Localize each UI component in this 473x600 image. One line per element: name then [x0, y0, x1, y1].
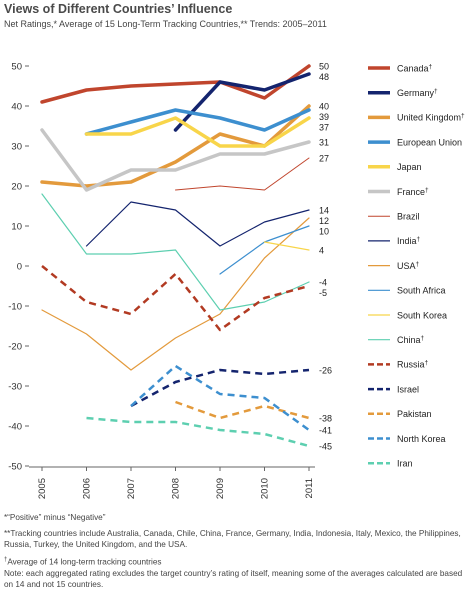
legend-label: Japan — [397, 162, 422, 172]
end-value-label: -41 — [319, 426, 332, 436]
legend-label: United Kingdom† — [397, 113, 465, 123]
end-value-label: -45 — [319, 442, 332, 452]
end-value-label: 27 — [319, 154, 329, 164]
end-value-label: 31 — [319, 138, 329, 148]
legend-dagger-mark: † — [416, 261, 420, 268]
legend-label: India† — [397, 236, 421, 246]
y-tick-label: -10 — [8, 302, 22, 313]
y-tick-label: 10 — [11, 222, 22, 233]
chart-title: Views of Different Countries’ Influence — [4, 2, 233, 16]
legend-dagger-mark: † — [425, 187, 429, 194]
legend-dagger-mark: † — [417, 236, 421, 243]
legend-label: France† — [397, 187, 429, 197]
series-line-south-korea — [263, 241, 310, 251]
end-value-label: 14 — [319, 206, 329, 216]
series-line-usa — [41, 217, 310, 371]
series-line-china — [41, 193, 310, 311]
end-value-label: 37 — [319, 123, 329, 133]
y-tick-label: -30 — [8, 382, 22, 393]
y-tick-label: -40 — [8, 422, 22, 433]
footnote-aggregation: Note: each aggregated rating excludes th… — [4, 568, 463, 589]
end-value-label: 4 — [319, 246, 324, 256]
legend-label: Canada† — [397, 63, 433, 73]
legend-label: Pakistan — [397, 409, 432, 419]
y-tick-label: 40 — [11, 102, 22, 113]
series-line-pakistan — [175, 400, 310, 420]
footnote-tracking-countries: **Tracking countries include Australia, … — [4, 529, 461, 549]
y-tick-label: 30 — [11, 142, 22, 153]
legend-label: South Africa — [397, 286, 446, 296]
footnote-dagger-text: Average of 14 long-term tracking countri… — [7, 557, 162, 567]
legend-dagger-mark: † — [434, 88, 438, 95]
chart-series-lines — [40, 64, 311, 448]
legend-dagger-mark: † — [425, 360, 429, 367]
x-tick-label: 2008 — [171, 478, 182, 499]
series-line-india — [85, 201, 310, 247]
x-tick-label: 2007 — [126, 478, 137, 499]
series-line-japan — [84, 116, 311, 148]
series-line-france — [40, 128, 311, 192]
end-value-label: 50 — [319, 62, 329, 72]
legend-label: Germany† — [397, 88, 438, 98]
series-line-north-korea — [130, 364, 310, 432]
y-tick-label: 20 — [11, 182, 22, 193]
x-tick-label: 2010 — [260, 478, 271, 499]
end-value-label: 40 — [319, 102, 329, 112]
legend-label: Russia† — [397, 360, 429, 370]
end-value-label: 48 — [319, 72, 329, 82]
series-line-germany — [173, 72, 311, 132]
legend-label: South Korea — [397, 310, 447, 320]
end-value-label: -38 — [319, 414, 332, 424]
y-tick-label: 50 — [11, 62, 22, 73]
end-value-label: -4 — [319, 278, 327, 288]
y-tick-label: 0 — [17, 262, 22, 273]
chart-subtitle: Net Ratings,* Average of 15 Long-Term Tr… — [4, 19, 327, 29]
legend-label: China† — [397, 335, 425, 345]
y-tick-label: -50 — [8, 462, 22, 473]
series-line-russia — [41, 265, 310, 332]
series-line-brazil — [175, 157, 310, 191]
legend-dagger-mark: † — [461, 113, 465, 120]
chart-legend: Canada† Germany† United Kingdom† European U… — [368, 63, 465, 469]
footnote-net-rating: *“Positive” minus “Negative” — [4, 513, 106, 522]
legend-label: North Korea — [397, 434, 446, 444]
series-line-south-africa — [219, 225, 310, 275]
x-tick-label: 2011 — [304, 478, 315, 498]
footnotes: *“Positive” minus “Negative” **Tracking … — [4, 512, 466, 590]
x-tick-label: 2005 — [37, 478, 48, 499]
x-tick-label: 2009 — [215, 478, 226, 499]
x-tick-label: 2006 — [82, 478, 93, 499]
series-line-israel — [130, 368, 310, 408]
series-line-european-union — [84, 108, 311, 136]
legend-dagger-mark: † — [429, 63, 433, 70]
series-line-canada — [40, 64, 311, 104]
dagger-mark: † — [4, 557, 8, 563]
y-tick-label: -20 — [8, 342, 22, 353]
legend-label: Israel — [397, 384, 419, 394]
legend-label: Brazil — [397, 212, 420, 222]
legend-label: Iran — [397, 459, 413, 469]
legend-dagger-mark: † — [421, 335, 425, 342]
series-line-iran — [86, 416, 310, 448]
end-value-label: -26 — [319, 366, 332, 376]
end-value-label: 39 — [319, 112, 329, 122]
end-value-label: 10 — [319, 227, 329, 237]
end-value-label: 12 — [319, 216, 329, 226]
end-value-label: -5 — [319, 288, 327, 298]
footnote-dagger: †Average of 14 long-term tracking countr… — [4, 555, 466, 568]
legend-label: European Union — [397, 137, 462, 147]
legend-label: USA† — [397, 261, 420, 271]
